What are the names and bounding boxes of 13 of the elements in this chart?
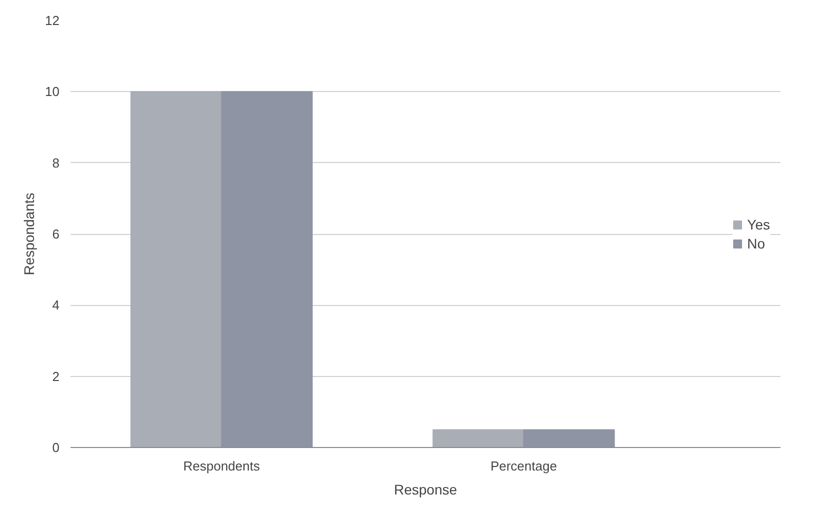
x-axis-title: Response [394, 482, 458, 498]
y-tick-label: 6 [52, 226, 60, 242]
legend-label: Yes [747, 216, 770, 232]
y-tick-label: 8 [52, 155, 60, 170]
y-tick-label: 10 [45, 84, 60, 100]
y-tick-label: 0 [52, 440, 60, 455]
legend-label: No [747, 235, 766, 251]
x-tick-label: Respondents [183, 458, 260, 474]
y-tick-label: 4 [52, 298, 60, 313]
x-tick-label: Percentage [490, 458, 557, 474]
y-tick-label: 12 [45, 13, 60, 28]
y-tick-label: 2 [52, 368, 60, 384]
y-axis-title: Respondants [21, 192, 38, 276]
